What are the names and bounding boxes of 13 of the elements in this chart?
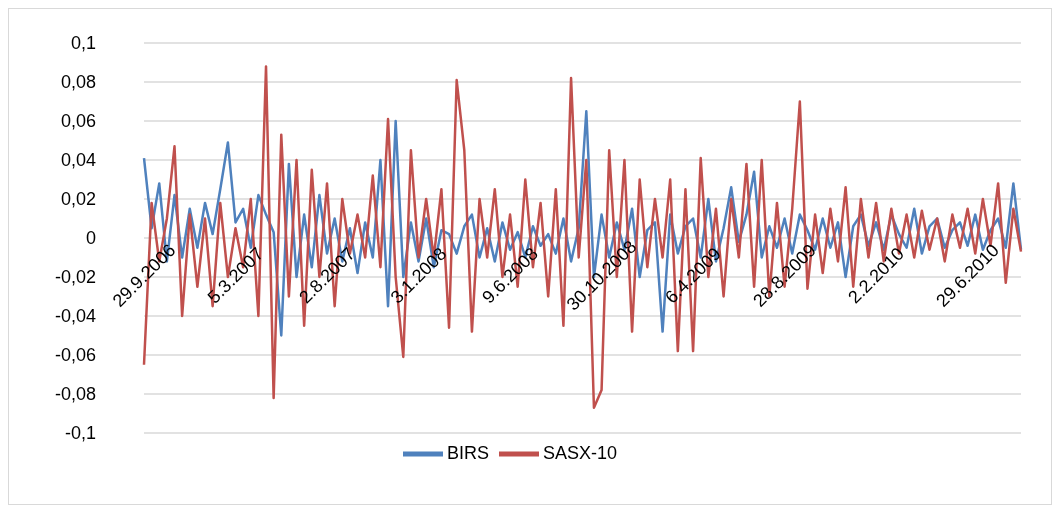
legend-label: BIRS [446,442,489,463]
y-tick-label: -0,08 [54,384,96,405]
y-tick-label: 0,1 [70,33,96,54]
y-tick-label: 0,02 [60,189,96,210]
y-tick-label: -0,1 [64,423,96,444]
y-tick-label: 0,06 [60,111,96,132]
y-tick-label: 0,04 [60,150,96,171]
y-tick-label: 0,08 [60,72,96,93]
y-tick-label: -0,04 [54,306,96,327]
y-tick-label: 0 [85,228,96,249]
y-tick-label: -0,06 [54,345,96,366]
legend-label: SASX-10 [542,442,618,463]
y-tick-label: -0,02 [54,267,96,288]
